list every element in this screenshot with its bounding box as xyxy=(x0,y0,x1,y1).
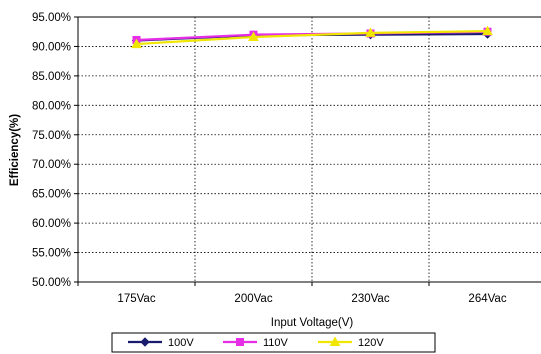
legend-marker-120V xyxy=(329,336,341,346)
legend-label-110V: 110V xyxy=(263,337,289,349)
x-tick-label: 200Vac xyxy=(234,293,272,305)
legend-marker-100V xyxy=(140,337,150,347)
y-axis-ticks: 50.00% 55.00% 60.00% 65.00% 70.00% 75.00% 80.0… xyxy=(32,12,78,289)
legend-label-100V: 100V xyxy=(168,337,194,349)
x-tick-label: 264Vac xyxy=(468,293,506,305)
x-tick-label: 230Vac xyxy=(351,293,389,305)
plot-frame xyxy=(77,16,541,283)
y-tick-label: 70.00% xyxy=(32,159,71,171)
series-line-120V xyxy=(136,30,488,46)
legend-marker-110V xyxy=(236,338,244,346)
data-point-120V xyxy=(365,27,376,37)
y-tick-label: 60.00% xyxy=(32,218,71,230)
data-point-120V xyxy=(248,31,259,42)
y-tick-label: 55.00% xyxy=(32,248,71,260)
y-tick-label: 80.00% xyxy=(32,100,71,112)
y-tick-label: 95.00% xyxy=(32,12,71,24)
data-point-120V xyxy=(482,25,493,36)
y-tick-label: 90.00% xyxy=(32,41,71,53)
x-tick-label: 175Vac xyxy=(117,293,155,305)
plot-area xyxy=(77,16,541,283)
y-axis-title: Efficiency(%) xyxy=(9,114,21,186)
legend: 100V 110V 120V xyxy=(111,332,436,353)
data-point-120V xyxy=(131,38,142,49)
y-tick-label: 50.00% xyxy=(32,277,71,289)
x-axis-title: Input Voltage(V) xyxy=(271,317,354,329)
series xyxy=(131,25,493,49)
legend-label-120V: 120V xyxy=(358,337,384,349)
y-tick-label: 65.00% xyxy=(32,189,71,201)
y-tick-label: 85.00% xyxy=(32,71,71,83)
x-axis-ticks: 175Vac 200Vac 230Vac 264Vac xyxy=(77,282,507,305)
y-tick-label: 75.00% xyxy=(32,130,71,142)
legend-box xyxy=(111,332,436,353)
grid xyxy=(78,17,541,282)
